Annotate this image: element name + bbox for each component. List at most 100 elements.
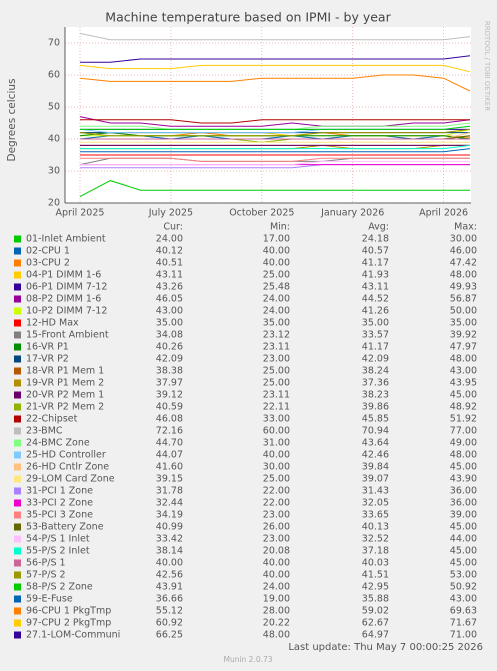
- legend-value: 24.18: [362, 234, 389, 245]
- legend-value: 39.00: [450, 510, 477, 521]
- legend-value: 47.42: [450, 258, 477, 269]
- legend-value: 22.00: [263, 486, 290, 497]
- legend-value: 41.93: [362, 270, 389, 281]
- x-tick-label: April 2026: [419, 208, 468, 219]
- legend-label: 20-VR P2 Mem 1: [26, 390, 104, 401]
- legend-value: 44.00: [450, 534, 477, 545]
- legend-header: Max:: [454, 222, 477, 233]
- legend-label: 55-P/S 2 Inlet: [26, 546, 90, 557]
- legend-value: 50.92: [450, 582, 477, 593]
- legend-value: 25.00: [263, 270, 290, 281]
- legend-value: 32.44: [156, 498, 183, 509]
- legend-value: 42.56: [156, 570, 183, 581]
- legend-value: 53.00: [450, 570, 477, 581]
- legend-label: 08-P2 DIMM 1-6: [26, 294, 101, 305]
- series-line: [79, 135, 471, 140]
- legend-swatch: [14, 499, 21, 507]
- legend-swatch: [14, 439, 21, 447]
- x-tick-label: April 2025: [56, 208, 105, 219]
- series-line: [80, 160, 470, 166]
- legend-swatch: [14, 271, 21, 279]
- legend-label: 04-P1 DIMM 1-6: [26, 270, 101, 281]
- legend-header: Cur:: [163, 222, 183, 233]
- legend-value: 45.00: [450, 390, 477, 401]
- legend-value: 40.00: [263, 246, 290, 257]
- legend-value: 34.08: [156, 330, 183, 341]
- legend-value: 45.85: [362, 414, 389, 425]
- legend-value: 40.99: [156, 522, 183, 533]
- legend-value: 35.00: [362, 318, 389, 329]
- legend-swatch: [14, 595, 21, 603]
- legend-value: 43.91: [156, 582, 183, 593]
- legend-label: 26-HD Cntlr Zone: [26, 462, 109, 473]
- legend-swatch: [14, 619, 21, 627]
- chart-title: Machine temperature based on IPMI - by y…: [105, 10, 391, 25]
- legend-value: 19.00: [263, 594, 290, 605]
- legend-value: 48.92: [450, 402, 477, 413]
- legend-label: 53-Battery Zone: [26, 522, 104, 533]
- legend-swatch: [14, 367, 21, 375]
- legend-value: 35.00: [263, 318, 290, 329]
- legend-label: 12-HD Max: [26, 318, 79, 329]
- legend-value: 51.92: [450, 414, 477, 425]
- legend-value: 36.66: [156, 594, 183, 605]
- legend-value: 23.00: [263, 534, 290, 545]
- legend-value: 40.13: [362, 522, 389, 533]
- legend-value: 37.18: [362, 546, 389, 557]
- legend-label: 29-LOM Card Zone: [26, 474, 115, 485]
- legend-value: 43.11: [362, 282, 389, 293]
- legend-value: 45.00: [450, 522, 477, 533]
- legend-value: 43.11: [156, 270, 183, 281]
- legend-value: 37.36: [362, 378, 389, 389]
- legend-value: 23.12: [263, 330, 290, 341]
- legend-value: 25.48: [263, 282, 290, 293]
- y-tick-label: 50: [48, 102, 60, 113]
- legend-value: 33.42: [156, 534, 183, 545]
- y-tick-label: 40: [48, 134, 60, 145]
- legend-swatch: [14, 451, 21, 459]
- legend-value: 25.00: [263, 474, 290, 485]
- legend-value: 40.00: [263, 450, 290, 461]
- legend-value: 56.87: [450, 294, 477, 305]
- legend-value: 60.00: [263, 426, 290, 437]
- legend-label: 97-CPU 2 PkgTmp: [26, 618, 111, 629]
- legend-value: 60.92: [156, 618, 183, 629]
- legend-value: 23.11: [263, 342, 290, 353]
- x-tick-label: July 2025: [148, 208, 193, 219]
- legend-value: 40.57: [362, 246, 389, 257]
- legend-label: 31-PCI 1 Zone: [26, 486, 93, 497]
- legend-value: 42.95: [362, 582, 389, 593]
- legend-value: 36.00: [450, 498, 477, 509]
- series-line: [79, 32, 471, 41]
- legend-value: 25.00: [263, 366, 290, 377]
- legend-label: 18-VR P1 Mem 1: [26, 366, 104, 377]
- legend-value: 64.97: [362, 630, 389, 641]
- legend-label: 19-VR P1 Mem 2: [26, 378, 104, 389]
- legend-label: 25-HD Controller: [26, 450, 106, 461]
- legend-value: 40.00: [263, 570, 290, 581]
- legend-label: 03-CPU 2: [26, 258, 70, 269]
- legend-value: 39.84: [362, 462, 389, 473]
- legend-swatch: [14, 535, 21, 543]
- series-line: [79, 74, 471, 92]
- legend-value: 31.78: [156, 486, 183, 497]
- series-line: [79, 128, 471, 137]
- legend-value: 39.07: [362, 474, 389, 485]
- legend-value: 45.00: [450, 546, 477, 557]
- legend-value: 34.19: [156, 510, 183, 521]
- legend-value: 35.88: [362, 594, 389, 605]
- series-line: [80, 55, 471, 63]
- legend-swatch: [14, 379, 21, 387]
- legend-swatch: [14, 343, 21, 351]
- legend-value: 33.00: [263, 414, 290, 425]
- legend-value: 69.63: [450, 606, 477, 617]
- legend-value: 43.26: [156, 282, 183, 293]
- legend-value: 22.00: [263, 498, 290, 509]
- legend-value: 25.00: [263, 378, 290, 389]
- legend-label: 35-PCI 3 Zone: [26, 510, 93, 521]
- legend-value: 32.05: [362, 498, 389, 509]
- legend-label: 01-Inlet Ambient: [26, 234, 106, 245]
- legend-value: 62.67: [362, 618, 389, 629]
- legend-header: Min:: [270, 222, 290, 233]
- legend-swatch: [14, 511, 21, 519]
